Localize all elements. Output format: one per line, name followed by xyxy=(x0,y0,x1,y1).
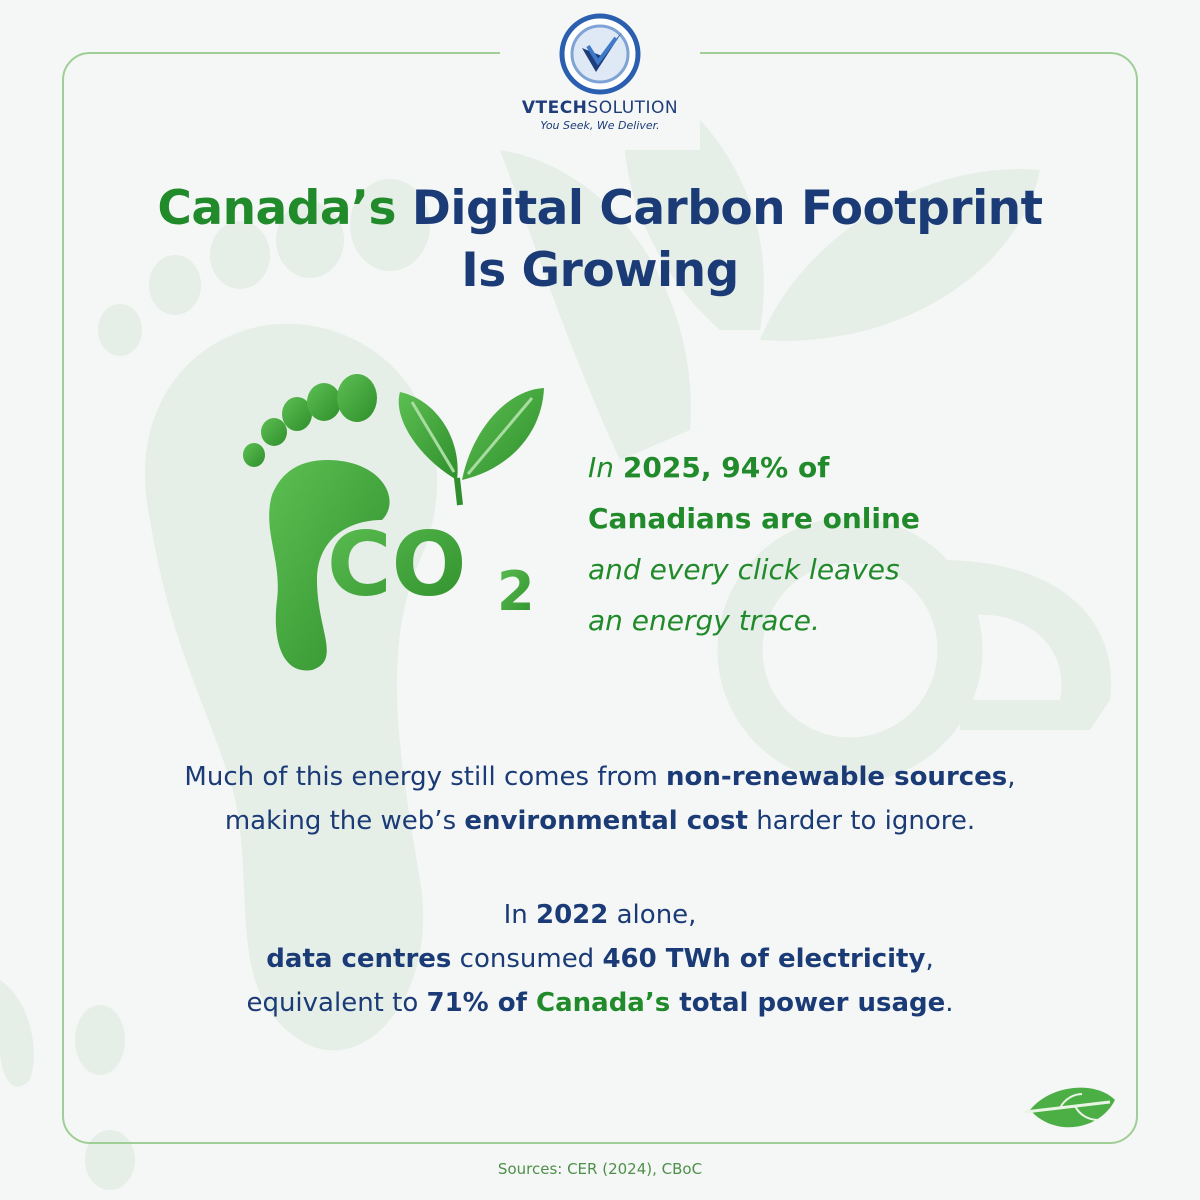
brand-logo: VTECHSOLUTION You Seek, We Deliver. xyxy=(500,0,700,150)
p1-bold-nonrenewable: non-renewable sources xyxy=(666,762,1008,792)
p1-bold-cost: environmental cost xyxy=(464,806,748,836)
vtech-logo-icon xyxy=(559,13,641,95)
data-centre-paragraph: In 2022 alone, data centres consumed 460… xyxy=(80,893,1120,1025)
p2-bold-canada: Canada’s xyxy=(536,988,671,1018)
title-part-canada: Canada’s xyxy=(157,181,396,236)
p1-text-1: Much of this energy still comes from xyxy=(184,762,667,792)
brand-name: VTECHSOLUTION xyxy=(500,98,700,118)
brand-name-bold: VTECH xyxy=(521,98,588,118)
co2-text: CO xyxy=(327,513,466,616)
p2-bold-data-centres: data centres xyxy=(266,944,452,974)
p2-text-6: . xyxy=(945,988,954,1018)
p1-text-3: making the web’s xyxy=(224,806,465,836)
leaf-icon xyxy=(1024,1087,1115,1128)
side-text-trace: an energy trace. xyxy=(588,604,820,637)
co2-subscript: 2 xyxy=(497,560,535,623)
sources-note: Sources: CER (2024), CBoC xyxy=(497,1160,703,1178)
online-stat-text: In 2025, 94% of Canadians are online and… xyxy=(588,442,1008,646)
p2-bold-year: 2022 xyxy=(535,900,609,930)
brand-name-regular: SOLUTION xyxy=(587,98,679,118)
title-part-growing: Is Growing xyxy=(461,243,739,298)
energy-source-paragraph: Much of this energy still comes from non… xyxy=(80,755,1120,843)
p2-text-1: In xyxy=(503,900,536,930)
p2-text-2: alone, xyxy=(608,900,697,930)
p2-bold-twh: 460 TWh of electricity xyxy=(602,944,926,974)
page-title: Canada’s Digital Carbon Footprint Is Gro… xyxy=(80,178,1120,302)
side-text-canadians: Canadians are online xyxy=(588,502,920,535)
p1-text-2: , xyxy=(1007,762,1016,792)
p2-text-5: equivalent to xyxy=(246,988,427,1018)
side-text-year: 2025, 94% of xyxy=(622,451,830,484)
side-text-click: and every click leaves xyxy=(588,553,900,586)
p2-bold-usage: total power usage xyxy=(670,988,946,1018)
p2-text-4: , xyxy=(925,944,934,974)
p2-text-3: consumed xyxy=(451,944,603,974)
p1-text-4: harder to ignore. xyxy=(747,806,976,836)
title-part-digital: Digital Carbon Footprint xyxy=(395,181,1043,236)
side-text-in: In xyxy=(588,451,623,484)
p2-bold-percent: 71% of xyxy=(426,988,537,1018)
footprint-co2-icon: CO 2 xyxy=(243,374,544,671)
brand-tagline: You Seek, We Deliver. xyxy=(540,119,660,132)
